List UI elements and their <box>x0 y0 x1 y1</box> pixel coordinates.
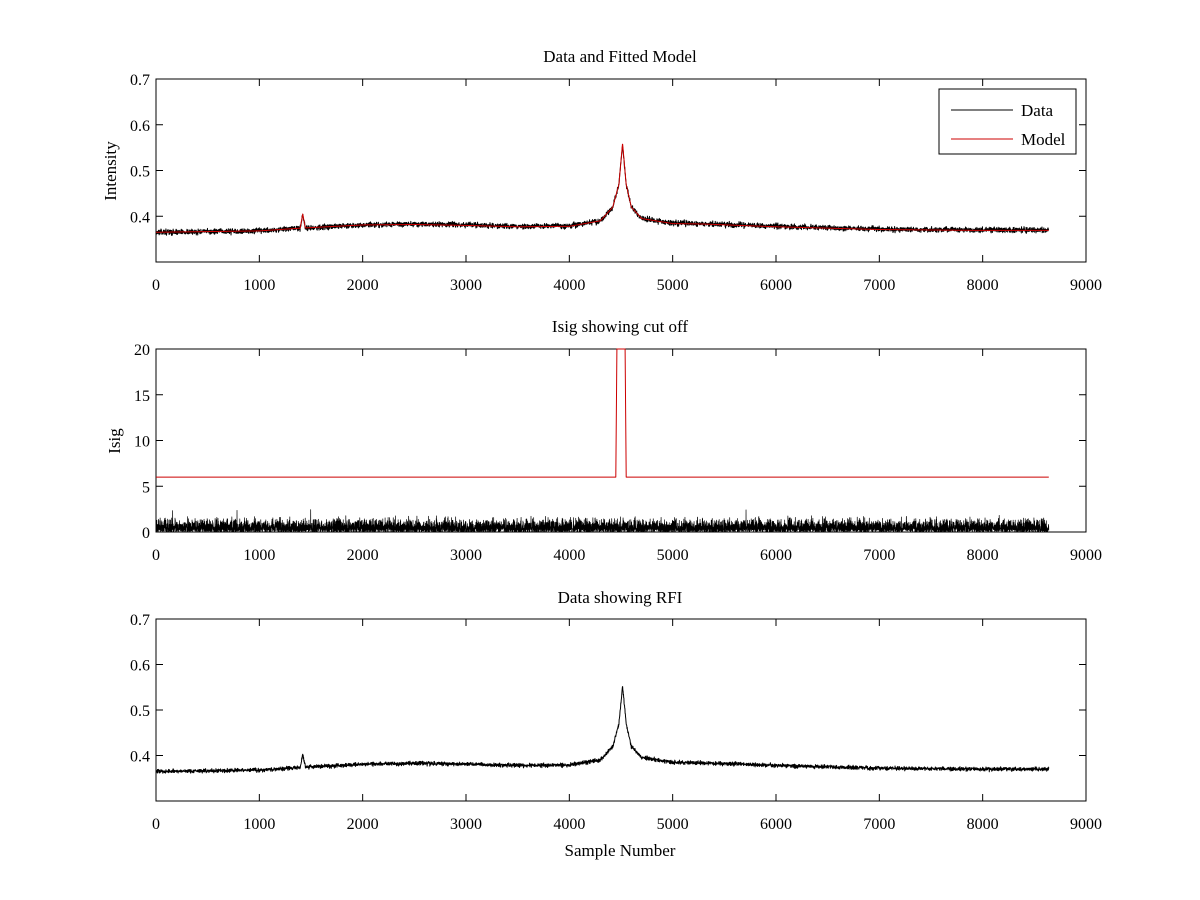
y-tick-label: 0.7 <box>130 72 150 89</box>
x-tick-label: 6000 <box>760 816 792 833</box>
y-tick-label: 0.6 <box>130 118 150 135</box>
x-tick-label: 6000 <box>760 277 792 294</box>
x-tick-label: 5000 <box>657 277 689 294</box>
x-tick-label: 1000 <box>243 277 275 294</box>
series-line-model <box>155 143 1050 233</box>
chart-title-top: Data and Fitted Model <box>543 47 697 66</box>
x-tick-label: 8000 <box>967 277 999 294</box>
series-group-mid <box>155 348 1050 533</box>
x-tick-label: 4000 <box>553 547 585 564</box>
x-tick-label: 7000 <box>863 547 895 564</box>
legend-label-data: Data <box>1021 101 1054 120</box>
legend-label-model: Model <box>1021 130 1066 149</box>
x-tick-label: 2000 <box>347 277 379 294</box>
y-tick-label: 0.4 <box>130 209 150 226</box>
x-tick-label: 0 <box>152 547 160 564</box>
x-tick-label: 3000 <box>450 277 482 294</box>
x-tick-label: 4000 <box>553 816 585 833</box>
x-tick-label: 8000 <box>967 547 999 564</box>
ticks-bot: 0 1000 2000 3000 4000 5000 6000 7000 8000 9000 0.4… <box>130 612 1102 833</box>
y-tick-label: 0.5 <box>130 703 150 720</box>
y-tick-label: 20 <box>134 342 150 359</box>
x-tick-label: 7000 <box>863 277 895 294</box>
x-axis-label-bot: Sample Number <box>565 841 676 860</box>
y-tick-label: 0.6 <box>130 658 150 675</box>
y-tick-label: 0.5 <box>130 164 150 181</box>
y-tick-label: 10 <box>134 434 150 451</box>
y-tick-label: 5 <box>142 479 150 496</box>
series-line-data <box>155 686 1050 774</box>
series-group-top <box>155 143 1050 236</box>
x-tick-label: 6000 <box>760 547 792 564</box>
y-tick-label: 0.7 <box>130 612 150 629</box>
x-tick-label: 3000 <box>450 816 482 833</box>
x-tick-label: 2000 <box>347 547 379 564</box>
x-tick-label: 9000 <box>1070 547 1102 564</box>
x-tick-label: 4000 <box>553 277 585 294</box>
chart-title-bot: Data showing RFI <box>558 588 683 607</box>
x-tick-label: 8000 <box>967 816 999 833</box>
chart-title-mid: Isig showing cut off <box>552 317 688 336</box>
y-axis-label-top: Intensity <box>101 141 120 201</box>
x-tick-label: 0 <box>152 277 160 294</box>
x-tick-label: 2000 <box>347 816 379 833</box>
x-tick-label: 7000 <box>863 816 895 833</box>
panel-bot: Data showing RFI 0 1000 2000 3000 4000 5000 60… <box>130 588 1102 860</box>
ticks-top: 0 1000 2000 3000 4000 5000 6000 7000 8000 9000 0.4… <box>130 72 1102 294</box>
series-group-bot <box>155 686 1050 774</box>
y-tick-label: 15 <box>134 388 150 405</box>
ticks-mid: 0 1000 2000 3000 4000 5000 6000 7000 8000 9000 0 5 1… <box>134 342 1102 564</box>
x-tick-label: 1000 <box>243 816 275 833</box>
series-line-isig <box>155 509 1050 533</box>
legend-box <box>938 88 1077 155</box>
panel-mid: Isig showing cut off Isig 0 1000 2000 3000 4… <box>105 317 1102 564</box>
legend: Data Model <box>938 88 1077 155</box>
series-line-cut-off <box>156 348 1049 478</box>
x-tick-label: 0 <box>152 816 160 833</box>
x-tick-label: 5000 <box>657 547 689 564</box>
x-tick-label: 9000 <box>1070 816 1102 833</box>
y-tick-label: 0.4 <box>130 749 150 766</box>
x-tick-label: 9000 <box>1070 277 1102 294</box>
panel-top: Data and Fitted Model Intensity 0 1000 200… <box>101 47 1102 294</box>
x-tick-label: 5000 <box>657 816 689 833</box>
y-tick-label: 0 <box>142 525 150 542</box>
x-tick-label: 3000 <box>450 547 482 564</box>
x-tick-label: 1000 <box>243 547 275 564</box>
y-axis-label-mid: Isig <box>105 428 124 454</box>
